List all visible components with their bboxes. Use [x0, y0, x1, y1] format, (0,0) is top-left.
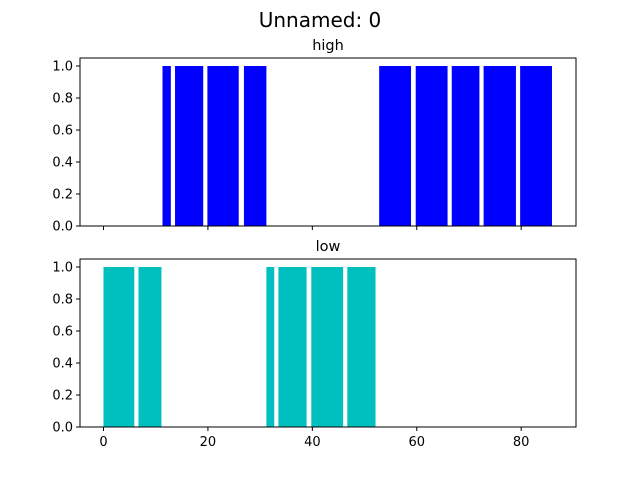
- x-tick-label: 0: [99, 435, 107, 450]
- y-tick-label: 0.4: [52, 156, 73, 171]
- bar-low-2: [266, 267, 275, 427]
- x-tick-label: 80: [513, 435, 530, 450]
- y-tick-label: 0.8: [52, 92, 73, 107]
- y-tick-label: 1.0: [52, 261, 73, 276]
- bar-high-0: [162, 66, 171, 226]
- bar-low-1: [138, 267, 162, 427]
- x-tick-label: 40: [304, 435, 321, 450]
- bar-high-2: [207, 66, 239, 226]
- y-tick-label: 0.6: [52, 124, 73, 139]
- bar-high-7: [483, 66, 516, 226]
- bar-high-1: [175, 66, 204, 226]
- bar-high-4: [379, 66, 412, 226]
- figure-title: Unnamed: 0: [259, 8, 382, 32]
- subplots: 0.0 0.2 0.4 0.6 0.8 1.0 high 0.0 0.2 0.4 0.6 0.8 1.0…: [52, 38, 577, 450]
- x-tick-label: 60: [408, 435, 425, 450]
- y-tick-label: 0.0: [52, 220, 73, 235]
- y-tick-label: 0.2: [52, 389, 73, 404]
- bar-low-0: [103, 267, 135, 427]
- bar-high-5: [415, 66, 448, 226]
- x-tick-label: 20: [200, 435, 217, 450]
- subplot-title: low: [316, 239, 341, 255]
- subplot-high: 0.0 0.2 0.4 0.6 0.8 1.0 high: [52, 38, 577, 235]
- y-tick-label: 0.2: [52, 188, 73, 203]
- subplot-low: 0.0 0.2 0.4 0.6 0.8 1.0 0 20 40 60 80 low: [52, 239, 577, 450]
- bar-low-4: [311, 267, 344, 427]
- bar-high-3: [243, 66, 267, 226]
- bar-low-3: [278, 267, 307, 427]
- y-tick-label: 0.4: [52, 357, 73, 372]
- axes-frame: [79, 258, 577, 428]
- bar-low-5: [347, 267, 376, 427]
- axes-frame: [79, 57, 577, 227]
- y-tick-label: 0.8: [52, 293, 73, 308]
- y-tick-label: 0.6: [52, 325, 73, 340]
- y-tick-label: 0.0: [52, 421, 73, 436]
- subplot-title: high: [312, 38, 344, 54]
- bar-high-6: [451, 66, 480, 226]
- y-tick-label: 1.0: [52, 60, 73, 75]
- bar-high-8: [520, 66, 552, 226]
